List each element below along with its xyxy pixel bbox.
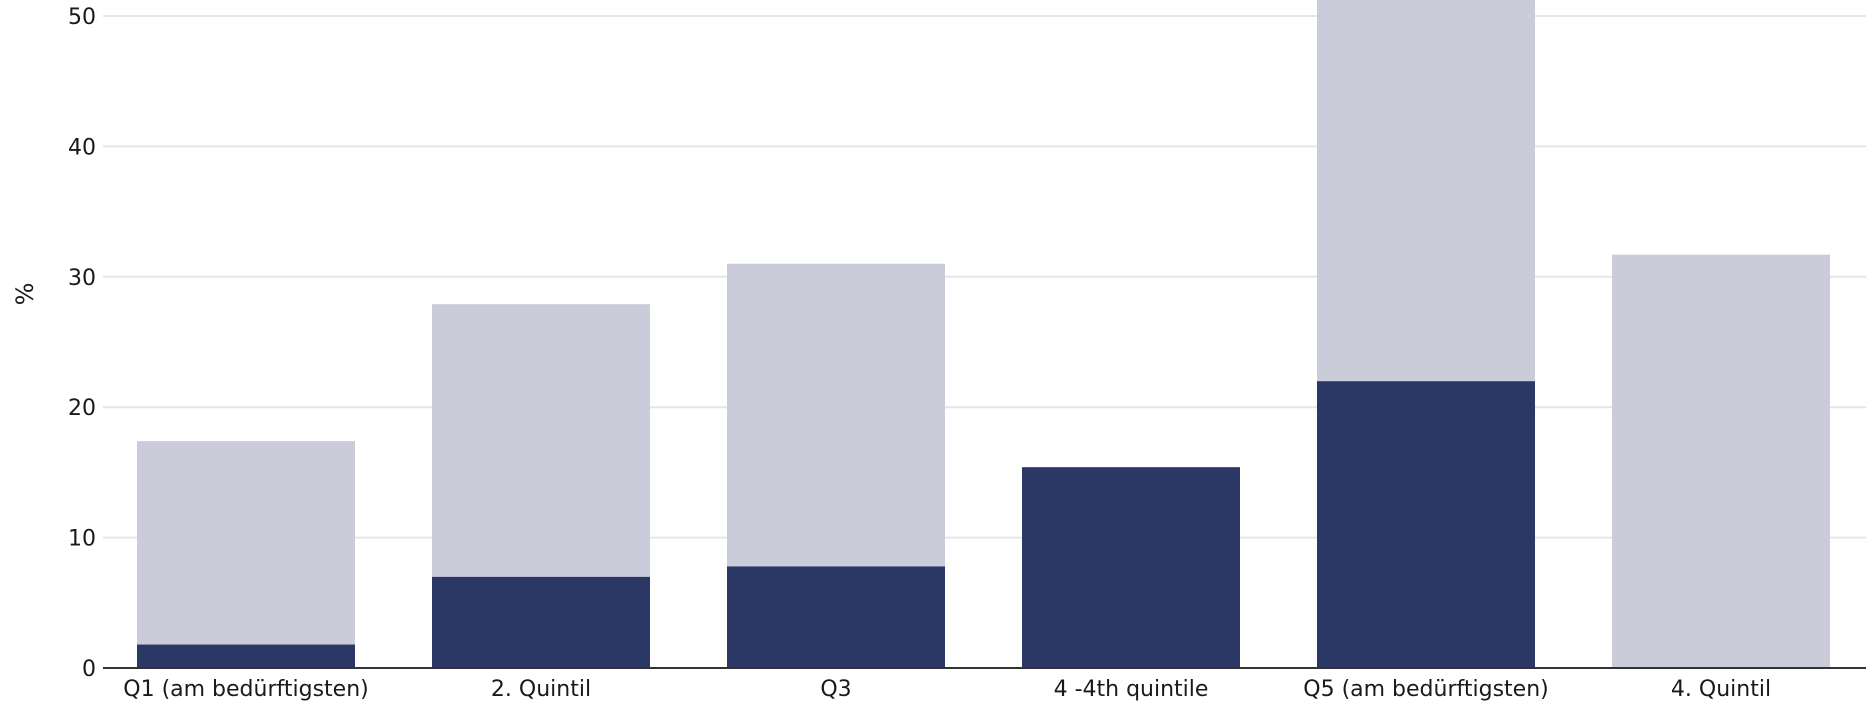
- bar-1-3: [727, 566, 945, 668]
- bar-2-1: [137, 441, 355, 645]
- y-tick-label: 40: [68, 135, 96, 160]
- y-tick-label: 50: [68, 5, 96, 30]
- y-axis-ticks: 0 10 20 30 40 50: [68, 5, 96, 682]
- bar-1-2: [432, 576, 650, 668]
- y-tick-label: 30: [68, 266, 96, 291]
- x-tick-label: 4 -4th quintile: [1054, 677, 1209, 702]
- x-axis-ticks: Q1 (am bedürftigsten) 2. Quintil Q3 4 -4th …: [123, 677, 1771, 702]
- bar-2-5: [1317, 0, 1535, 382]
- gridlines: [103, 15, 1866, 539]
- y-tick-label: 10: [68, 527, 96, 552]
- x-tick-label: Q3: [820, 677, 851, 702]
- y-tick-label: 20: [68, 396, 96, 421]
- bar-1-5: [1317, 381, 1535, 668]
- x-tick-label: 2. Quintil: [491, 677, 591, 702]
- y-axis-title: %: [11, 283, 39, 306]
- bar-1-4: [1022, 467, 1240, 668]
- bar-1-1: [137, 644, 355, 668]
- bar-2-6: [1612, 254, 1830, 668]
- y-tick-label: 0: [82, 657, 96, 682]
- bar-2-3: [727, 263, 945, 567]
- x-tick-label: 4. Quintil: [1671, 677, 1771, 702]
- bar-2-2: [432, 304, 650, 577]
- x-tick-label: Q5 (am bedürftigsten): [1303, 677, 1548, 702]
- x-tick-label: Q1 (am bedürftigsten): [123, 677, 368, 702]
- bars: [137, 0, 1830, 668]
